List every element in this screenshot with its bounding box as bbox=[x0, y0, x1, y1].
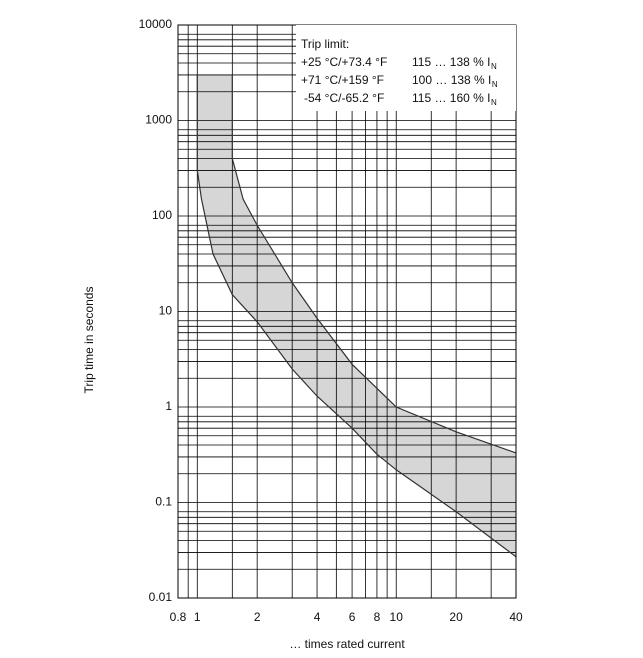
x-tick-label: 0.8 bbox=[170, 610, 187, 624]
curve bbox=[231, 74, 517, 454]
x-tick-label: 20 bbox=[449, 610, 463, 624]
y-tick-label: 1 bbox=[165, 399, 172, 413]
x-tick-label: 4 bbox=[314, 610, 321, 624]
x-tick-label: 10 bbox=[390, 610, 404, 624]
y-tick-label: 10000 bbox=[139, 17, 173, 31]
legend-sub: N bbox=[491, 62, 497, 71]
legend-sub: N bbox=[492, 80, 498, 89]
legend-range: 115 … 138 % I bbox=[412, 55, 491, 69]
band-fill bbox=[197, 74, 517, 557]
y-tick-label: 0.1 bbox=[155, 495, 172, 509]
x-tick-label: 2 bbox=[254, 610, 261, 624]
y-tick-label: 10 bbox=[159, 304, 173, 318]
legend-temp: +71 °C/+159 °F bbox=[301, 73, 384, 87]
legend-temp: +25 °C/+73.4 °F bbox=[301, 55, 387, 69]
legend-title: Trip limit: bbox=[301, 37, 349, 51]
y-tick-label: 0.01 bbox=[149, 590, 173, 604]
x-tick-label: 6 bbox=[349, 610, 356, 624]
y-tick-label: 1000 bbox=[145, 113, 172, 127]
legend-sub: N bbox=[491, 98, 497, 107]
x-tick-label: 8 bbox=[374, 610, 381, 624]
y-axis-label: Trip time in seconds bbox=[82, 287, 96, 394]
x-tick-label: 1 bbox=[194, 610, 201, 624]
curve bbox=[196, 74, 517, 558]
y-tick-label: 100 bbox=[152, 208, 172, 222]
x-axis-label: … times rated current bbox=[289, 637, 405, 651]
legend-box bbox=[296, 25, 516, 111]
legend-range: 100 … 138 % I bbox=[412, 73, 491, 87]
legend-range: 115 … 160 % I bbox=[412, 91, 491, 105]
x-tick-label: 40 bbox=[509, 610, 523, 624]
legend-temp: -54 °C/-65.2 °F bbox=[304, 91, 384, 105]
